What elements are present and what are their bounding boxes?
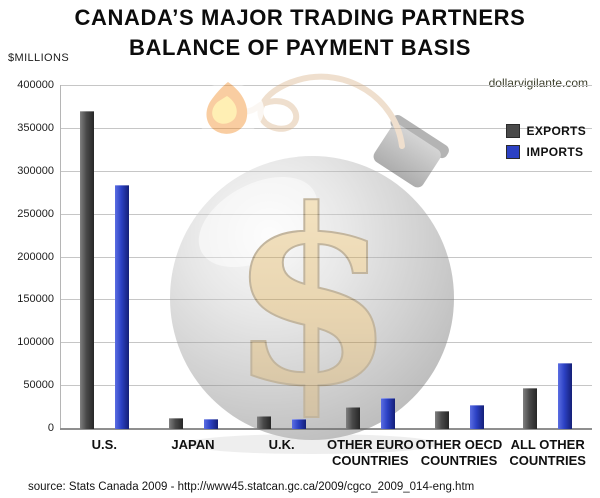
legend-item-exports: EXPORTS xyxy=(505,124,586,138)
y-tick-label-350000: 350000 xyxy=(17,121,54,134)
y-tick-label-200000: 200000 xyxy=(17,250,54,263)
chart-title: CANADA’S MAJOR TRADING PARTNERS BALANCE … xyxy=(0,3,600,63)
gridline-350000 xyxy=(60,127,592,129)
x-axis-label-2: U.K. xyxy=(232,437,331,453)
bar-exports-1 xyxy=(168,417,183,429)
x-axis-label-line: OTHER EURO xyxy=(326,437,414,452)
legend-swatch-imports xyxy=(505,145,520,159)
bar-exports-2 xyxy=(257,415,272,429)
x-axis-label-line: ALL OTHER xyxy=(510,437,585,452)
bar-exports-0 xyxy=(79,110,94,429)
bar-exports-4 xyxy=(434,410,449,429)
bar-imports-3 xyxy=(380,397,395,429)
watermark-site-text: dollarvigilante.com xyxy=(488,76,588,90)
legend-label-exports: EXPORTS xyxy=(526,124,586,138)
chart-title-line2: BALANCE OF PAYMENT BASIS xyxy=(129,35,471,60)
gridline-400000 xyxy=(60,85,592,86)
bar-imports-2 xyxy=(292,419,307,429)
bar-imports-1 xyxy=(203,419,218,429)
x-axis-label-line: U.K. xyxy=(268,437,295,452)
x-axis-label-5: ALL OTHER COUNTRIES xyxy=(498,437,597,469)
y-tick-label-400000: 400000 xyxy=(17,79,54,91)
y-axis-unit-label: $MILLIONS xyxy=(8,52,70,64)
x-axis-label-line: JAPAN xyxy=(171,437,215,452)
bar-imports-5 xyxy=(558,362,573,429)
x-axis-label-line: COUNTRIES xyxy=(509,453,586,468)
chart-title-line1: CANADA’S MAJOR TRADING PARTNERS xyxy=(74,5,526,30)
source-text: source: Stats Canada 2009 - http://www45… xyxy=(28,481,475,493)
y-tick-label-100000: 100000 xyxy=(17,336,54,349)
bar-exports-3 xyxy=(345,407,360,429)
x-axis-label-0: U.S. xyxy=(55,437,154,453)
y-tick-label-300000: 300000 xyxy=(17,164,54,177)
legend-item-imports: IMPORTS xyxy=(505,145,586,159)
x-axis-label-3: OTHER EURO COUNTRIES xyxy=(321,437,420,469)
y-tick-label-250000: 250000 xyxy=(17,207,54,220)
x-axis-label-line: COUNTRIES xyxy=(332,453,409,468)
x-axis-label-line: U.S. xyxy=(91,437,117,452)
x-axis-label-line: COUNTRIES xyxy=(420,453,498,468)
y-tick-label-50000: 50000 xyxy=(23,379,54,392)
x-axis-label-line: OTHER OECD xyxy=(415,437,503,452)
y-tick-label-0: 0 xyxy=(47,422,54,434)
y-tick-label-150000: 150000 xyxy=(17,293,54,306)
y-axis-line xyxy=(60,85,61,428)
x-axis-label-1: JAPAN xyxy=(144,437,243,453)
bar-imports-4 xyxy=(469,404,484,429)
legend-label-imports: IMPORTS xyxy=(526,145,584,159)
legend: EXPORTS IMPORTS xyxy=(505,124,586,166)
bar-imports-0 xyxy=(114,185,129,429)
legend-swatch-exports xyxy=(505,124,520,138)
x-axis-label-4: OTHER OECD COUNTRIES xyxy=(410,437,509,469)
bar-exports-5 xyxy=(523,387,538,429)
